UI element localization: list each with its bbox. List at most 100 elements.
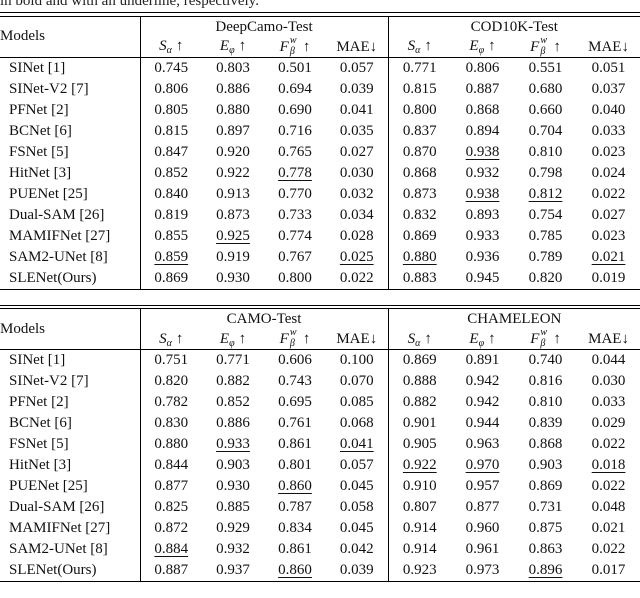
metric-value-cell: 0.787	[278, 499, 312, 515]
metric-value-cell: 0.042	[339, 541, 374, 557]
metric-value-cell: 0.743	[278, 373, 312, 389]
table-row: PUENet [25] 0.877 0.930 0.860 0.045 0.910 0.95…	[0, 476, 640, 497]
metric-value-cell: 0.704	[528, 122, 563, 139]
metric-value-cell: 0.761	[278, 415, 312, 431]
metric-value-cell: 0.022	[591, 478, 626, 494]
metric-value-cell: 0.894	[465, 122, 500, 139]
up-arrow-icon: ↑	[553, 38, 561, 55]
metric-value-cell: 0.837	[387, 120, 452, 142]
metric-value-cell: 0.810	[528, 143, 563, 160]
up-arrow-icon: ↑	[175, 38, 184, 54]
metric-value-cell: 0.859	[139, 246, 202, 268]
metric-value-cell: 0.872	[139, 518, 202, 539]
metric-value-cell: 0.863	[528, 541, 563, 557]
metric-value-cell: 0.018	[591, 457, 626, 473]
metric-header: Sα ↑	[387, 37, 452, 58]
metric-value-cell: 0.922	[387, 455, 452, 476]
metric-value-cell: 0.903	[528, 457, 563, 473]
metric-value-cell: 0.820	[528, 269, 563, 286]
metric-subscript: β	[289, 45, 295, 57]
up-arrow-icon: ↑	[424, 330, 432, 347]
metric-value-cell: 0.868	[387, 162, 452, 184]
metric-value-cell: 0.606	[278, 352, 312, 368]
metric-value-cell: 0.815	[387, 78, 452, 100]
metric-value-cell: 0.825	[139, 497, 202, 518]
metric-symbol: E	[219, 38, 230, 54]
metric-value-cell: 0.100	[339, 352, 374, 368]
metric-subscript: φ	[478, 337, 485, 349]
metric-value-cell: 0.886	[216, 415, 250, 431]
metric-subscript: α	[415, 45, 421, 56]
metric-value-cell: 0.834	[278, 520, 312, 536]
metric-value-cell: 0.800	[278, 269, 312, 286]
metric-value-cell: 0.023	[591, 143, 626, 160]
metric-header: Eφ ↑	[451, 330, 515, 350]
metric-value-cell: 0.033	[591, 394, 626, 410]
metric-symbol: F	[530, 331, 540, 347]
metric-symbol: S	[407, 330, 416, 347]
metric-value-cell: 0.887	[139, 560, 202, 582]
model-name-cell: SAM2-UNet [8]	[9, 248, 108, 265]
metric-value-cell: 0.887	[465, 80, 500, 97]
model-name-cell: HitNet [3]	[9, 164, 72, 181]
metric-value-cell: 0.022	[591, 436, 626, 452]
metric-subscript: β	[289, 338, 295, 349]
model-name-cell: SINet-V2 [7]	[9, 80, 89, 97]
table-row: SINet [1] 0.751 0.771 0.606 0.100 0.869 0.891 0…	[0, 349, 640, 371]
metric-value-cell: 0.023	[591, 227, 626, 244]
metric-value-cell: 0.027	[591, 206, 626, 223]
dataset-group-header: CHAMELEON	[387, 309, 640, 330]
metric-value-cell: 0.022	[591, 185, 626, 202]
table-row: SAM2-UNet [8] 0.859 0.919 0.767 0.025 0.880 0.…	[0, 246, 640, 268]
metric-value-cell: 0.852	[139, 162, 202, 184]
metric-value-cell: 0.820	[139, 371, 202, 392]
metric-symbol: MAE	[588, 38, 622, 55]
metric-value-cell: 0.945	[465, 269, 500, 286]
metric-value-cell: 0.852	[216, 394, 250, 410]
metric-value-cell: 0.037	[591, 80, 626, 97]
metric-header: Sα ↑	[139, 37, 202, 58]
table-row: SLENet(Ours) 0.869 0.930 0.800 0.022 0.883 0.9…	[0, 267, 640, 289]
dataset-group-header: COD10K-Test	[387, 16, 640, 38]
table-row: PFNet [2] 0.782 0.852 0.695 0.085 0.882 0.942 0…	[0, 392, 640, 413]
metric-value-cell: 0.812	[528, 185, 563, 202]
metric-value-cell: 0.045	[339, 520, 374, 536]
table-row: HitNet [3] 0.852 0.922 0.778 0.030 0.868 0.932…	[0, 162, 640, 184]
metric-value-cell: 0.751	[139, 349, 202, 371]
metric-value-cell: 0.957	[465, 478, 500, 494]
metric-value-cell: 0.847	[139, 141, 202, 163]
metric-subscript: β	[540, 45, 546, 57]
metric-superscript: w	[289, 327, 297, 338]
metric-value-cell: 0.030	[339, 164, 374, 181]
metric-symbol: MAE	[336, 331, 370, 347]
metric-value-cell: 0.893	[465, 206, 500, 223]
metric-superscript: w	[540, 34, 548, 46]
metric-value-cell: 0.034	[339, 206, 374, 223]
metric-value-cell: 0.021	[591, 248, 626, 265]
metric-value-cell: 0.938	[465, 185, 500, 202]
metric-header: MAE↓	[577, 37, 640, 58]
metric-value-cell: 0.913	[216, 185, 250, 202]
metric-value-cell: 0.680	[528, 80, 563, 97]
up-arrow-icon: ↑	[424, 38, 432, 54]
metric-value-cell: 0.044	[591, 352, 626, 368]
metric-value-cell: 0.754	[528, 206, 563, 223]
metric-symbol: E	[469, 330, 479, 347]
up-arrow-icon: ↑	[488, 38, 496, 54]
metric-symbol: S	[159, 330, 167, 347]
metric-value-cell: 0.803	[216, 59, 250, 76]
metric-value-cell: 0.880	[387, 246, 452, 268]
metric-value-cell: 0.033	[591, 122, 626, 139]
metric-value-cell: 0.938	[465, 143, 500, 160]
metric-subscript: α	[166, 337, 172, 349]
metric-value-cell: 0.869	[528, 478, 563, 494]
table-row: BCNet [6] 0.815 0.897 0.716 0.035 0.837 0.894 0…	[0, 120, 640, 142]
metric-value-cell: 0.716	[278, 122, 312, 139]
models-header-cell: Models	[0, 16, 140, 58]
top-double-rule	[0, 12, 640, 17]
model-name-cell: FSNet [5]	[9, 143, 69, 160]
metric-value-cell: 0.039	[339, 80, 374, 97]
